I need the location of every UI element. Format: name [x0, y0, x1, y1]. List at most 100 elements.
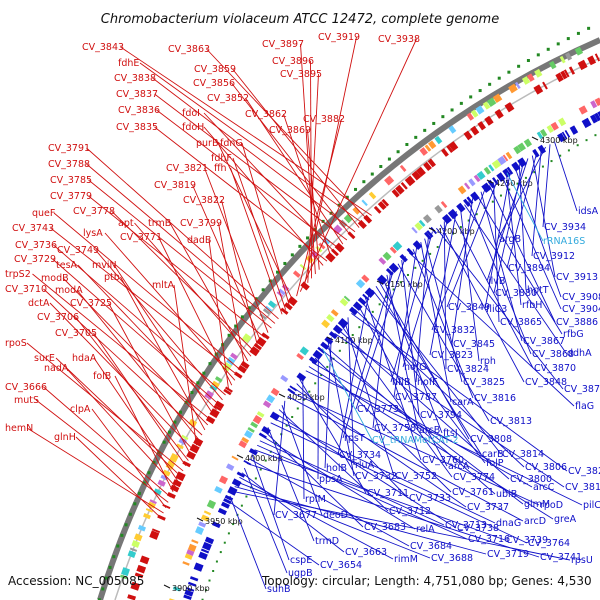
leader-line-reverse: [531, 149, 542, 257]
leader-line-reverse: [518, 164, 527, 291]
tick-dot: [313, 228, 317, 232]
tick-dot: [423, 128, 427, 132]
feature-block: [466, 196, 474, 205]
feature-block: [187, 543, 197, 552]
feature-block: [203, 510, 212, 516]
feature-block: [241, 333, 252, 344]
ruler: 4300 kbp 4250 kbp 4200 kbp 4150 kbp 4100 kbp…: [163, 136, 578, 593]
forward-leader-lines: [26, 36, 417, 519]
gene-label-forward: fdhE: [118, 58, 139, 69]
feature-block: [486, 97, 497, 107]
feature-block: [496, 172, 506, 182]
feature-block: [565, 52, 573, 61]
leader-line-reverse: [305, 370, 583, 506]
gene-label-rna: CV_tRNAMetCAT-2: [372, 435, 458, 446]
tick-dot: [385, 295, 388, 298]
gene-label-forward: CV_3869: [269, 125, 311, 136]
tick-dot: [405, 143, 409, 147]
feature-block: [357, 297, 367, 306]
feature-block: [587, 55, 597, 66]
feature-block: [240, 360, 250, 370]
leader-line-forward: [55, 357, 181, 477]
tick-dot: [196, 381, 200, 385]
gene-label-reverse: CV_3904: [562, 304, 600, 315]
feature-block: [157, 479, 166, 487]
leader-line-reverse: [290, 391, 540, 506]
feature-block: [515, 81, 521, 90]
gene-label-reverse: deoD: [323, 510, 348, 521]
feature-block: [464, 182, 471, 190]
tick-dot: [274, 441, 277, 444]
feature-block: [361, 199, 368, 207]
feature-block: [560, 70, 568, 80]
gene-label-reverse: ddhA: [567, 348, 592, 359]
leader-line-forward: [206, 48, 368, 220]
feature-block: [230, 352, 239, 360]
leader-line-forward: [53, 212, 242, 371]
feature-block: [256, 411, 265, 418]
gene-label-forward: CV_3799: [180, 218, 222, 229]
gene-label-forward: rpoS: [5, 338, 27, 349]
tick-dot: [556, 42, 560, 46]
leader-line-reverse: [273, 400, 286, 516]
leader-line-forward: [93, 357, 179, 482]
gene-label-reverse: CV_3719: [487, 549, 529, 560]
tick-dot: [585, 139, 588, 142]
gene-label-forward: modB: [41, 273, 69, 284]
tick-dot: [459, 101, 463, 105]
gene-label-reverse: hflB: [392, 377, 411, 388]
gene-label-reverse: cspE: [290, 555, 312, 566]
gene-label-reverse: trmD: [315, 536, 339, 547]
gene-label-reverse: CV_3764: [528, 538, 570, 549]
feature-block: [348, 306, 359, 316]
feature-block: [153, 488, 162, 496]
tick-dot: [254, 477, 257, 480]
leader-line-reverse: [372, 289, 502, 455]
feature-block: [355, 279, 366, 289]
tick-dot: [478, 89, 482, 93]
tick-dot: [362, 180, 366, 184]
leader-line-forward: [231, 82, 352, 237]
tick-dot: [370, 172, 374, 176]
feature-block: [236, 471, 246, 478]
feature-block: [590, 114, 598, 124]
feature-block: [362, 293, 370, 301]
gene-label-reverse: CV_3794: [420, 410, 462, 421]
leader-line-reverse: [270, 422, 528, 544]
feature-block: [206, 499, 217, 509]
feature-block: [441, 148, 449, 157]
tick-dot: [345, 341, 348, 344]
gene-label-reverse: arcD: [524, 516, 546, 527]
feature-block: [446, 144, 454, 153]
leader-line-forward: [104, 232, 236, 381]
gene-label-reverse: CV_3814: [502, 449, 544, 460]
feature-block: [226, 356, 236, 366]
feature-block: [184, 589, 194, 597]
ruler-tick: [486, 179, 494, 184]
leader-line-forward: [203, 112, 336, 253]
gene-label-forward: CV_3729: [14, 254, 56, 265]
feature-block: [594, 112, 600, 122]
feature-block: [511, 161, 521, 172]
tick-dot: [227, 532, 230, 535]
gene-label-reverse: rpsT: [344, 433, 365, 444]
feature-block: [182, 561, 190, 566]
gene-label-reverse: CV_3868: [532, 349, 574, 360]
gene-label-reverse: ftsJ: [443, 428, 458, 439]
feature-block: [162, 469, 171, 477]
feature-block: [448, 141, 459, 152]
leader-line-forward: [221, 199, 259, 347]
leader-line-reverse: [251, 454, 290, 561]
gene-label-reverse: pilC: [583, 500, 600, 511]
gene-label-reverse: CV_3716: [468, 534, 510, 545]
leader-line-reverse: [324, 337, 332, 469]
tick-dot: [314, 382, 317, 385]
gene-label-reverse: CV_3738: [457, 523, 499, 534]
feature-block: [328, 331, 338, 340]
tick-dot: [576, 31, 580, 35]
gene-label-forward: CV_3896: [272, 56, 314, 67]
gene-label-reverse: CV_3654: [320, 560, 362, 571]
gene-label-reverse: rph: [480, 356, 496, 367]
tick-dot: [337, 203, 341, 207]
feature-block: [475, 105, 485, 115]
